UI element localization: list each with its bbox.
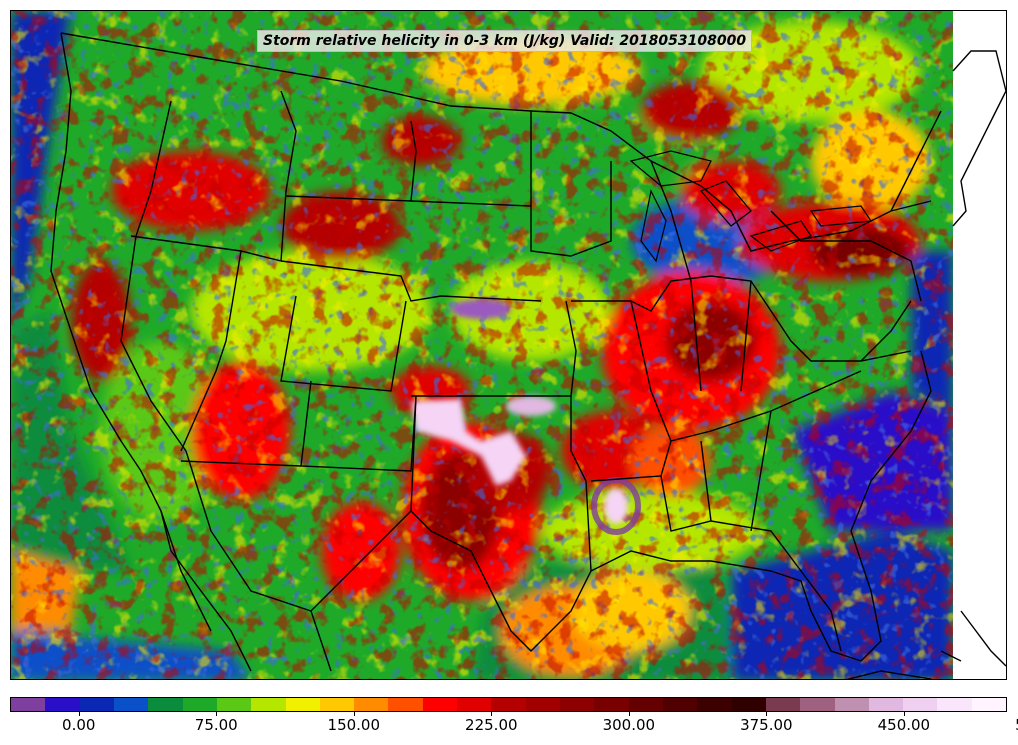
- helicity-field: [11, 11, 953, 679]
- colorbar-tick: [491, 712, 493, 716]
- colorbar-swatch: [251, 698, 286, 711]
- colorbar-tick: [216, 712, 218, 716]
- helicity-map: Storm relative helicity in 0-3 km (J/kg)…: [10, 10, 1007, 680]
- map-title: Storm relative helicity in 0-3 km (J/kg)…: [257, 30, 753, 52]
- colorbar-tick-label: 375.00: [740, 716, 793, 734]
- colorbar-swatch: [182, 698, 217, 711]
- colorbar-tick: [766, 712, 768, 716]
- colorbar-tick-label: 525.00: [996, 716, 1018, 734]
- colorbar-swatch: [731, 698, 766, 711]
- colorbar-tick: [903, 712, 905, 716]
- colorbar-tick-label: 150.00: [327, 716, 381, 734]
- colorbar: [10, 697, 1007, 712]
- coastline-east: [846, 50, 1006, 679]
- colorbar-tick-label: 225.00: [465, 716, 518, 734]
- colorbar-tick-label: 450.00: [877, 716, 931, 734]
- no-data-region: [953, 11, 1006, 679]
- great-lakes: [629, 150, 873, 263]
- colorbar-swatch: [113, 698, 149, 711]
- colorbar-tick: [78, 712, 80, 716]
- colorbar-swatch: [457, 698, 492, 711]
- state-boundaries: [50, 32, 942, 672]
- colorbar-tick-label: 75.00: [194, 716, 238, 734]
- colorbar-swatch: [11, 698, 46, 711]
- colorbar-tick-label: 300.00: [602, 716, 656, 734]
- colorbar-swatch: [937, 698, 972, 711]
- colorbar-swatch: [971, 698, 1006, 711]
- colorbar-swatch: [560, 698, 595, 711]
- colorbar-swatch: [285, 698, 320, 711]
- colorbar-swatch: [765, 698, 801, 711]
- colorbar-swatch: [491, 698, 526, 711]
- map-canvas: [11, 11, 1006, 679]
- colorbar-swatch: [903, 698, 938, 711]
- colorbar-swatch: [45, 698, 80, 711]
- colorbar-swatch: [388, 698, 423, 711]
- colorbar-swatch: [79, 698, 114, 711]
- colorbar-swatch: [800, 698, 835, 711]
- colorbar-swatch: [354, 698, 389, 711]
- colorbar-swatch: [662, 698, 698, 711]
- colorbar-swatch: [868, 698, 904, 711]
- colorbar-swatch: [319, 698, 355, 711]
- colorbar-swatch: [148, 698, 183, 711]
- colorbar-swatch: [525, 698, 560, 711]
- colorbar-swatch: [697, 698, 732, 711]
- colorbar-swatch: [628, 698, 663, 711]
- colorbar-tick: [628, 712, 630, 716]
- colorbar-swatch: [594, 698, 629, 711]
- colorbar-swatch: [422, 698, 458, 711]
- colorbar-tick-label: 0.00: [62, 716, 96, 734]
- colorbar-swatch: [216, 698, 252, 711]
- colorbar-swatch: [834, 698, 869, 711]
- colorbar-tick: [353, 712, 355, 716]
